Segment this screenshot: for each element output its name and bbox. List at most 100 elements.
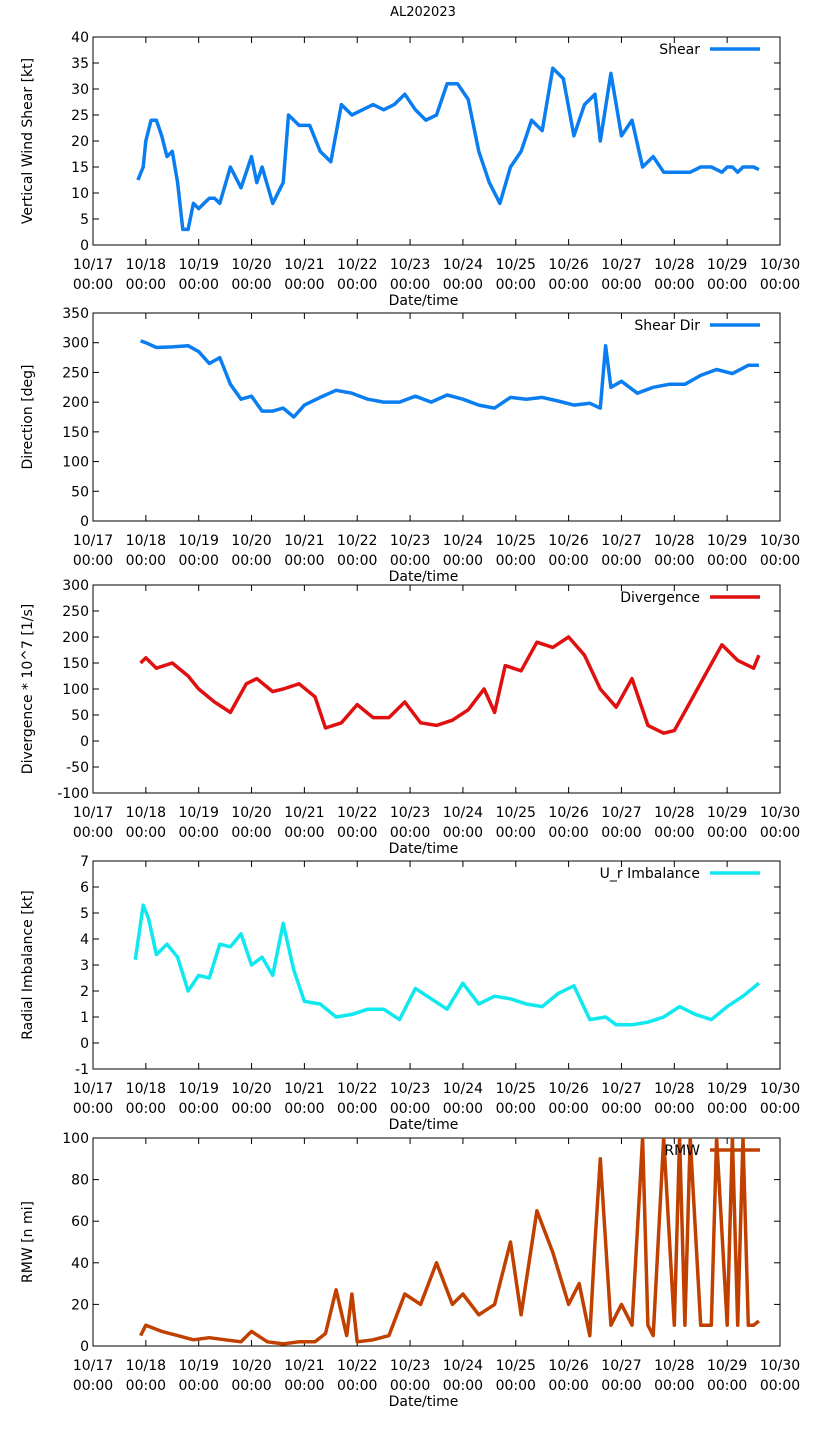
- x-tick-label-time: 00:00: [231, 1378, 271, 1394]
- x-tick-label: 10/23: [390, 257, 430, 273]
- x-tick-label: 10/29: [707, 805, 747, 821]
- y-tick-label: 60: [71, 1214, 89, 1230]
- x-tick-label: 10/27: [601, 1081, 641, 1097]
- x-tick-label: 10/28: [654, 1081, 694, 1097]
- x-tick-label: 10/29: [707, 257, 747, 273]
- x-tick-label: 10/25: [496, 805, 536, 821]
- x-tick-label-time: 00:00: [443, 825, 483, 841]
- x-tick-label-time: 00:00: [760, 277, 800, 293]
- x-tick-label: 10/24: [443, 1081, 483, 1097]
- x-tick-label: 10/20: [231, 1081, 271, 1097]
- plot-frame: [92, 860, 781, 1070]
- y-tick-label: 100: [62, 682, 89, 698]
- y-axis-label: RMW [n mi]: [20, 1201, 36, 1283]
- x-tick-label-time: 00:00: [548, 1101, 588, 1117]
- x-tick-label-time: 00:00: [760, 553, 800, 569]
- x-tick-label: 10/26: [548, 805, 588, 821]
- x-tick-label: 10/18: [126, 1358, 166, 1374]
- x-tick-label: 10/19: [179, 257, 219, 273]
- x-tick-label: 10/30: [760, 257, 800, 273]
- x-tick-label-time: 00:00: [390, 1101, 430, 1117]
- x-axis-label: Date/time: [389, 293, 459, 309]
- legend-label: Divergence: [620, 590, 700, 606]
- chart-panel-4: -1 0 1 2 3 4 5 6 7 10/17 00:00 10/18 00:00 10/19 00:00…: [20, 854, 800, 1133]
- x-tick-label-time: 00:00: [390, 825, 430, 841]
- x-tick-label: 10/19: [179, 1358, 219, 1374]
- x-tick-label: 10/24: [443, 257, 483, 273]
- x-tick-label-time: 00:00: [496, 1101, 536, 1117]
- y-tick-label: 5: [80, 212, 89, 228]
- plot-frame: [92, 312, 781, 522]
- x-tick-label: 10/26: [548, 1081, 588, 1097]
- x-tick-label: 10/28: [654, 533, 694, 549]
- x-tick-label: 10/17: [73, 1081, 113, 1097]
- x-tick-label: 10/28: [654, 1358, 694, 1374]
- x-tick-label: 10/29: [707, 1081, 747, 1097]
- x-tick-label: 10/25: [496, 1081, 536, 1097]
- x-tick-label: 10/27: [601, 257, 641, 273]
- x-tick-label-time: 00:00: [707, 825, 747, 841]
- x-tick-label-time: 00:00: [707, 1101, 747, 1117]
- x-tick-label-time: 00:00: [654, 825, 694, 841]
- x-tick-label: 10/30: [760, 1358, 800, 1374]
- y-tick-label: 6: [80, 880, 89, 896]
- x-tick-label-time: 00:00: [760, 1378, 800, 1394]
- x-tick-label-time: 00:00: [126, 1378, 166, 1394]
- y-tick-label: -100: [57, 786, 89, 802]
- y-tick-label: 0: [80, 514, 89, 530]
- x-tick-label: 10/22: [337, 805, 377, 821]
- x-tick-label: 10/27: [601, 805, 641, 821]
- x-tick-label-time: 00:00: [126, 553, 166, 569]
- x-tick-label: 10/23: [390, 1081, 430, 1097]
- x-tick-label-time: 00:00: [443, 1101, 483, 1117]
- x-tick-label-time: 00:00: [73, 553, 113, 569]
- x-tick-label: 10/22: [337, 1081, 377, 1097]
- x-tick-label-time: 00:00: [496, 1378, 536, 1394]
- x-tick-label: 10/22: [337, 257, 377, 273]
- x-tick-label: 10/21: [284, 533, 324, 549]
- y-tick-label: 40: [71, 1256, 89, 1272]
- x-tick-label: 10/30: [760, 1081, 800, 1097]
- x-tick-label: 10/25: [496, 257, 536, 273]
- y-tick-label: 0: [80, 734, 89, 750]
- chart-panel-3: -100 -50 0 50 100 150 200 250 300 10/17 00:00 10/18…: [20, 578, 800, 857]
- x-tick-label: 10/27: [601, 533, 641, 549]
- x-tick-label-time: 00:00: [73, 1378, 113, 1394]
- x-tick-label: 10/20: [231, 805, 271, 821]
- y-tick-label: 40: [71, 30, 89, 46]
- x-tick-label: 10/23: [390, 533, 430, 549]
- x-tick-label-time: 00:00: [284, 825, 324, 841]
- x-tick-label-time: 00:00: [337, 1101, 377, 1117]
- y-tick-label: 15: [71, 160, 89, 176]
- x-tick-label-time: 00:00: [443, 553, 483, 569]
- series-line-divergence: [139, 635, 761, 735]
- x-tick-label-time: 00:00: [284, 277, 324, 293]
- x-tick-label: 10/19: [179, 533, 219, 549]
- x-tick-label-time: 00:00: [654, 1101, 694, 1117]
- x-tick-label-time: 00:00: [496, 277, 536, 293]
- x-tick-label: 10/29: [707, 1358, 747, 1374]
- x-tick-label-time: 00:00: [284, 1101, 324, 1117]
- x-tick-label-time: 00:00: [179, 1101, 219, 1117]
- y-tick-label: 7: [80, 854, 89, 870]
- y-tick-label: 200: [62, 395, 89, 411]
- x-tick-label: 10/18: [126, 257, 166, 273]
- x-tick-label: 10/21: [284, 805, 324, 821]
- y-tick-label: 2: [80, 984, 89, 1000]
- x-tick-label-time: 00:00: [601, 1378, 641, 1394]
- x-tick-label: 10/19: [179, 1081, 219, 1097]
- x-axis-label: Date/time: [389, 1117, 459, 1133]
- x-tick-label-time: 00:00: [231, 825, 271, 841]
- x-tick-label: 10/18: [126, 805, 166, 821]
- chart-panel-2: 0 50 100 150 200 250 300 350 10/17 00:00 10/18 00:0…: [20, 306, 800, 585]
- x-tick-label-time: 00:00: [760, 1101, 800, 1117]
- x-tick-label: 10/22: [337, 1358, 377, 1374]
- x-tick-label-time: 00:00: [231, 1101, 271, 1117]
- y-tick-label: -1: [75, 1062, 89, 1078]
- y-tick-label: 150: [62, 656, 89, 672]
- x-tick-label-time: 00:00: [337, 553, 377, 569]
- x-tick-label-time: 00:00: [443, 277, 483, 293]
- series-line-u-r-imbalance: [133, 903, 761, 1027]
- x-tick-label-time: 00:00: [548, 277, 588, 293]
